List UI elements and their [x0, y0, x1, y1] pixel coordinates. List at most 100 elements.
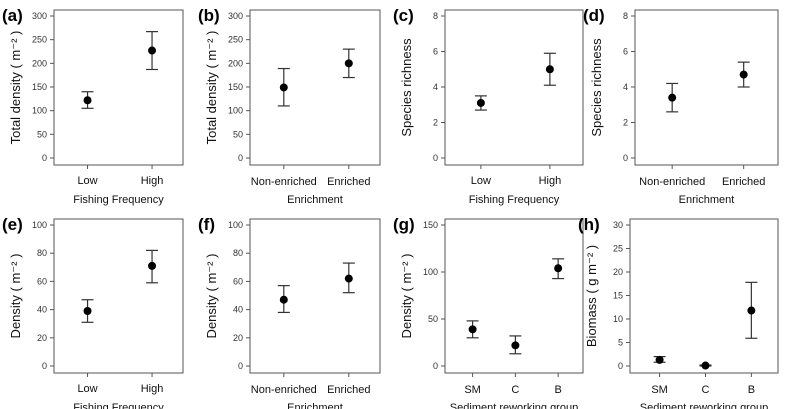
- data-point: [511, 341, 520, 350]
- y-tick-label: 2: [433, 118, 438, 128]
- y-axis-label: Total density ( m⁻² ): [8, 31, 23, 145]
- y-tick-label: 200: [228, 58, 243, 68]
- x-tick-label: High: [141, 383, 164, 395]
- x-tick-label: Low: [77, 175, 97, 187]
- y-tick-label: 4: [433, 82, 438, 92]
- y-tick-label: 100: [423, 267, 438, 277]
- y-axis-label: Density ( m⁻² ): [204, 254, 219, 339]
- y-tick-label: 300: [228, 11, 243, 21]
- data-point: [701, 361, 710, 370]
- data-point: [554, 264, 563, 273]
- y-tick-label: 80: [233, 248, 243, 258]
- y-tick-label: 100: [228, 220, 243, 230]
- x-tick-label: C: [702, 384, 710, 396]
- x-tick-label: SM: [464, 384, 481, 396]
- y-axis-label: Biomass ( g m⁻² ): [584, 245, 599, 347]
- x-tick-label: B: [554, 384, 561, 396]
- y-tick-label: 100: [32, 220, 47, 230]
- y-tick-label: 40: [233, 305, 243, 315]
- y-tick-label: 6: [433, 47, 438, 57]
- y-tick-label: 0: [433, 153, 438, 163]
- y-tick-label: 10: [613, 314, 623, 324]
- y-tick-label: 0: [42, 153, 47, 163]
- x-tick-label: Enriched: [327, 176, 370, 188]
- panel-f: (f) 0 20 40 60 80 100 Non-enriched Enriched Enric…: [198, 215, 381, 409]
- data-point: [739, 70, 748, 79]
- plot-frame: [249, 218, 381, 374]
- data-point: [655, 355, 664, 364]
- data-point: [668, 93, 677, 102]
- y-axis-label: Species richness: [589, 38, 604, 137]
- x-tick-label: High: [539, 175, 562, 187]
- x-tick-label: Low: [77, 383, 97, 395]
- x-axis-label: Fishing Frequency: [469, 194, 560, 206]
- y-tick-label: 0: [238, 153, 243, 163]
- x-axis-label: Sediment reworking group: [450, 402, 578, 409]
- x-axis-label: Enrichment: [679, 194, 735, 206]
- panel-label: (b): [198, 6, 220, 25]
- x-axis-label: Sediment reworking group: [640, 402, 768, 409]
- y-tick-label: 300: [32, 11, 47, 21]
- y-tick-label: 50: [428, 314, 438, 324]
- y-tick-label: 80: [37, 248, 47, 258]
- y-tick-label: 100: [228, 106, 243, 116]
- x-tick-label: Non-enriched: [251, 384, 317, 396]
- plot-frame: [53, 9, 184, 166]
- y-tick-label: 0: [42, 361, 47, 371]
- y-tick-label: 200: [32, 58, 47, 68]
- y-tick-label: 150: [32, 82, 47, 92]
- plot-frame: [634, 9, 779, 166]
- x-axis-label: Fishing Frequency: [73, 402, 164, 409]
- panel-label: (c): [393, 6, 414, 25]
- x-axis-label: Enrichment: [287, 194, 343, 206]
- y-tick-label: 60: [233, 276, 243, 286]
- data-point: [148, 46, 157, 55]
- y-tick-label: 50: [37, 129, 47, 139]
- panel-a: (a) 0 50 100 150 200 250 300 Low High Fishing Freq…: [2, 6, 184, 206]
- panel-label: (h): [578, 215, 600, 234]
- panel-label: (a): [2, 6, 23, 25]
- x-tick-label: B: [748, 384, 755, 396]
- y-axis-label: Density ( m⁻² ): [399, 254, 414, 339]
- x-tick-label: Non-enriched: [251, 176, 317, 188]
- y-axis-label: Species richness: [399, 38, 414, 137]
- panel-c: (c) 0 2 4 6 8 Low High Fishing Frequency Species …: [393, 6, 584, 206]
- data-point: [468, 325, 477, 334]
- y-tick-label: 0: [623, 153, 628, 163]
- y-tick-label: 0: [238, 361, 243, 371]
- panel-e: (e) 0 20 40 60 80 100 Low High Fishing Frequency D…: [2, 215, 184, 409]
- data-point: [83, 307, 92, 316]
- y-tick-label: 4: [623, 82, 628, 92]
- y-tick-label: 15: [613, 291, 623, 301]
- plot-frame: [53, 218, 184, 374]
- panel-d: (d) 0 2 4 6 8 Non-enriched Enriched Enrichment Sp…: [583, 6, 779, 206]
- plot-frame: [444, 218, 584, 374]
- panel-b: (b) 0 50 100 150 200 250 300 Non-enriched Enriche…: [198, 6, 381, 206]
- x-tick-label: High: [141, 175, 164, 187]
- x-tick-label: C: [511, 384, 519, 396]
- panel-label: (d): [583, 6, 605, 25]
- plot-frame: [444, 9, 584, 166]
- y-tick-label: 20: [613, 267, 623, 277]
- y-tick-label: 250: [32, 35, 47, 45]
- y-tick-label: 150: [423, 220, 438, 230]
- y-tick-label: 60: [37, 276, 47, 286]
- y-tick-label: 100: [32, 106, 47, 116]
- x-tick-label: Low: [471, 175, 491, 187]
- x-tick-label: SM: [651, 384, 668, 396]
- y-axis-label: Total density ( m⁻² ): [204, 31, 219, 145]
- y-tick-label: 8: [623, 11, 628, 21]
- plot-frame: [249, 9, 381, 166]
- panel-g: (g) 0 50 100 150 SM C B Sediment reworking group…: [393, 215, 584, 409]
- y-tick-label: 250: [228, 35, 243, 45]
- data-point: [344, 59, 353, 68]
- x-axis-label: Fishing Frequency: [73, 194, 164, 206]
- x-axis-label: Enrichment: [287, 402, 343, 409]
- data-point: [279, 83, 288, 92]
- y-tick-label: 20: [37, 333, 47, 343]
- data-point: [344, 274, 353, 283]
- y-tick-label: 0: [433, 361, 438, 371]
- y-tick-label: 0: [618, 361, 623, 371]
- y-axis-label: Density ( m⁻² ): [8, 254, 23, 339]
